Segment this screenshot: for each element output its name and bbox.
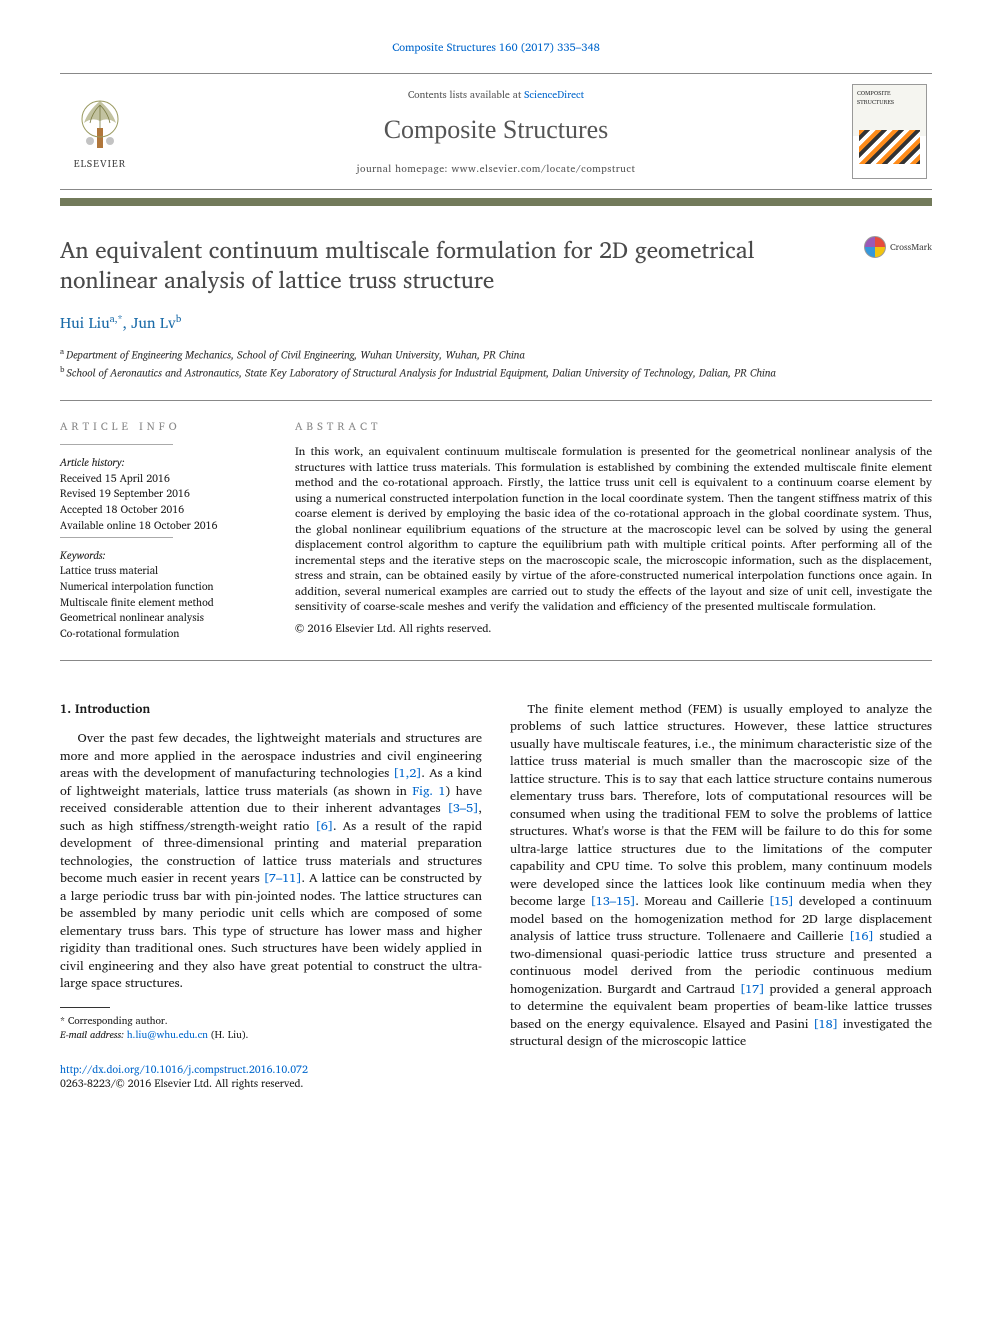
history-accepted: Accepted 18 October 2016 (60, 502, 265, 517)
issn-copyright: 0263-8223/© 2016 Elsevier Ltd. All right… (60, 1076, 482, 1091)
divider-bottom (60, 660, 932, 661)
abstract-column: ABSTRACT In this work, an equivalent con… (295, 419, 932, 642)
abstract-copyright: © 2016 Elsevier Ltd. All rights reserved… (295, 621, 932, 636)
masthead-center: Contents lists available at ScienceDirec… (155, 88, 837, 176)
section-1-heading: 1. Introduction (60, 701, 482, 719)
footer-block: http://dx.doi.org/10.1016/j.compstruct.2… (60, 1062, 482, 1091)
crossmark-icon (864, 236, 886, 258)
cover-label-bottom: STRUCTURES (857, 98, 922, 106)
crossmark-label: CrossMark (890, 241, 932, 254)
affiliation-b: School of Aeronautics and Astronautics, … (66, 364, 775, 382)
abstract-text: In this work, an equivalent continuum mu… (295, 444, 932, 615)
keywords-label: Keywords: (60, 548, 265, 563)
author-2: Jun Lv (131, 310, 176, 335)
keyword-1: Numerical interpolation function (60, 579, 265, 594)
masthead: ELSEVIER Contents lists available at Sci… (60, 73, 932, 190)
affiliations: aDepartment of Engineering Mechanics, Sc… (60, 345, 932, 382)
p1-f: . A lattice can be constructed by a larg… (60, 868, 482, 993)
corresponding-author-note: * Corresponding author. (60, 1014, 482, 1028)
journal-name: Composite Structures (155, 112, 837, 148)
history-online: Available online 18 October 2016 (60, 518, 265, 533)
email-label: E-mail address: (60, 1027, 127, 1043)
article-title: An equivalent continuum multiscale formu… (60, 236, 844, 296)
keyword-3: Geometrical nonlinear analysis (60, 610, 265, 625)
cover-stripes-graphic (859, 130, 920, 164)
elsevier-tree-icon (70, 93, 130, 153)
body-para-1: Over the past few decades, the lightweig… (60, 730, 482, 993)
sciencedirect-link[interactable]: ScienceDirect (524, 87, 584, 103)
ref-18[interactable]: [18] (813, 1014, 838, 1034)
journal-homepage: journal homepage: www.elsevier.com/locat… (155, 162, 837, 176)
crossmark-badge[interactable]: CrossMark (864, 236, 932, 258)
article-info-column: ARTICLE INFO Article history: Received 1… (60, 419, 265, 642)
publisher-name: ELSEVIER (74, 157, 126, 171)
corresponding-email-link[interactable]: h.liu@whu.edu.cn (127, 1027, 208, 1043)
author-1: Hui Liu (60, 310, 110, 335)
footnotes: * Corresponding author. E-mail address: … (60, 1014, 482, 1042)
abstract-heading: ABSTRACT (295, 419, 932, 434)
keyword-4: Co-rotational formulation (60, 626, 265, 641)
body-text: 1. Introduction Over the past few decade… (60, 701, 932, 1091)
history-received: Received 15 April 2016 (60, 471, 265, 486)
author-2-affil: b (176, 311, 182, 327)
history-revised: Revised 19 September 2016 (60, 486, 265, 501)
history-label: Article history: (60, 455, 265, 470)
publisher-logo-block: ELSEVIER (60, 93, 140, 171)
body-para-2: The finite element method (FEM) is usual… (510, 701, 932, 1051)
keyword-0: Lattice truss material (60, 563, 265, 578)
footnote-separator (60, 1007, 110, 1008)
email-suffix: (H. Liu). (208, 1027, 248, 1043)
author-line: Hui Liua,*, Jun Lvb (60, 312, 932, 333)
divider-top (60, 400, 932, 401)
contents-prefix: Contents lists available at (408, 87, 524, 103)
article-info-heading: ARTICLE INFO (60, 419, 265, 434)
keyword-2: Multiscale finite element method (60, 595, 265, 610)
p2-a: The finite element method (FEM) is usual… (510, 699, 932, 912)
contents-available-line: Contents lists available at ScienceDirec… (155, 88, 837, 102)
accent-bar (60, 198, 932, 206)
affiliation-a: Department of Engineering Mechanics, Sch… (66, 346, 525, 364)
cover-thumbnail: COMPOSITE STRUCTURES (852, 84, 932, 179)
author-1-affil: a,* (110, 311, 123, 327)
citation-header: Composite Structures 160 (2017) 335–348 (60, 40, 932, 55)
